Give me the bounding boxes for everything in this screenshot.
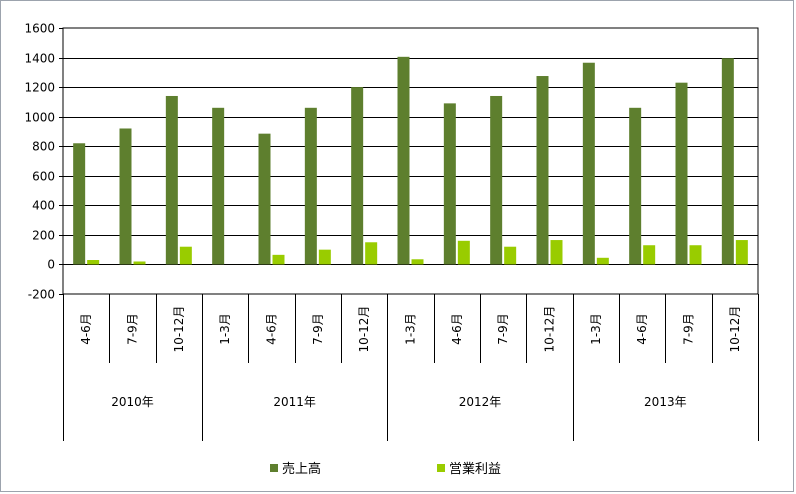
bar-sales xyxy=(397,56,410,265)
bar-sales xyxy=(721,58,734,265)
x-category-label: 7-9月 xyxy=(496,313,510,345)
x-category-label: 10-12月 xyxy=(543,306,557,353)
bar-sales xyxy=(629,107,642,265)
bar-sales xyxy=(490,95,503,265)
legend-swatch-operating-profit xyxy=(437,464,445,472)
x-group-label: 2011年 xyxy=(273,395,316,409)
bar-operating-profit xyxy=(504,246,517,265)
x-category-label: 4-6月 xyxy=(450,313,464,345)
y-tick-label: 1600 xyxy=(24,22,55,36)
x-category-label: 4-6月 xyxy=(635,313,649,345)
bar-operating-profit xyxy=(689,245,702,265)
bar-sales xyxy=(536,76,549,265)
x-category-label: 10-12月 xyxy=(728,306,742,353)
bar-sales xyxy=(119,128,132,265)
bar-operating-profit xyxy=(643,245,656,265)
bar-operating-profit xyxy=(550,240,563,265)
bar-operating-profit xyxy=(735,240,748,265)
bar-operating-profit xyxy=(179,246,192,265)
y-tick-label: 800 xyxy=(32,140,55,154)
bar-operating-profit xyxy=(318,249,331,265)
bar-operating-profit xyxy=(272,254,285,265)
x-category-label: 1-3月 xyxy=(589,313,603,345)
bar-sales xyxy=(258,133,271,265)
x-category-label: 1-3月 xyxy=(218,313,232,345)
bar-sales xyxy=(351,87,364,265)
legend-swatch-sales xyxy=(270,464,278,472)
x-category-label: 10-12月 xyxy=(357,306,371,353)
y-tick-label: 600 xyxy=(32,170,55,184)
x-category-label: 7-9月 xyxy=(682,313,696,345)
bar-sales xyxy=(73,143,86,265)
y-tick-label: 1000 xyxy=(24,111,55,125)
x-category-label: 7-9月 xyxy=(311,313,325,345)
y-tick-label: 200 xyxy=(32,229,55,243)
x-category-label: 1-3月 xyxy=(404,313,418,345)
bar-operating-profit xyxy=(87,260,100,265)
bar-sales xyxy=(304,107,317,265)
y-tick-label: 0 xyxy=(47,258,55,272)
bar-operating-profit xyxy=(365,242,378,265)
bar-sales xyxy=(212,107,225,265)
x-group-label: 2012年 xyxy=(459,395,502,409)
plot-area xyxy=(62,27,759,295)
y-tick-label: 1400 xyxy=(24,52,55,66)
bar-sales xyxy=(443,103,456,265)
bar-operating-profit xyxy=(457,240,470,265)
bar-sales xyxy=(165,95,178,265)
y-tick-label: 400 xyxy=(32,199,55,213)
x-category-label: 7-9月 xyxy=(126,313,140,345)
x-group-label: 2013年 xyxy=(644,395,687,409)
x-category-label: 10-12月 xyxy=(172,306,186,353)
bar-operating-profit xyxy=(411,259,424,265)
bar-operating-profit xyxy=(133,261,146,265)
bar-operating-profit xyxy=(596,257,609,265)
legend-label-sales: 売上高 xyxy=(282,461,321,477)
x-category-label: 4-6月 xyxy=(79,313,93,345)
x-group-label: 2010年 xyxy=(111,395,154,409)
bar-sales xyxy=(582,62,595,265)
legend-label-operating-profit: 営業利益 xyxy=(449,461,501,477)
y-tick-label: 1200 xyxy=(24,81,55,95)
bar-sales xyxy=(675,82,688,265)
x-category-label: 4-6月 xyxy=(265,313,279,345)
y-tick-label: -200 xyxy=(28,288,55,302)
